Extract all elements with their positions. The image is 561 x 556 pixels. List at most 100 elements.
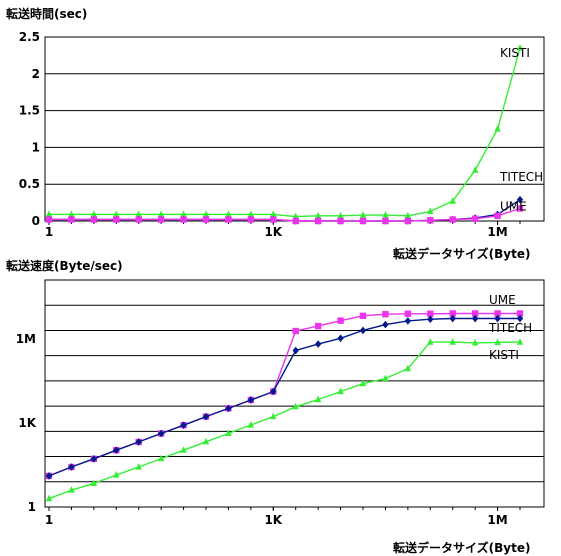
kisti-line [49, 47, 521, 218]
kisti-point [359, 379, 367, 387]
kisti-point [404, 211, 412, 219]
kisti-point [337, 387, 344, 395]
series-4-point [427, 217, 434, 224]
series-4-point [45, 216, 53, 223]
kisti-point [292, 402, 299, 410]
ume-point [494, 310, 501, 317]
kisti-point [337, 211, 344, 219]
series-4-point [270, 216, 277, 223]
series-4-point [225, 216, 232, 223]
kisti-point [359, 211, 367, 218]
kisti-point [494, 125, 501, 132]
titech-point [157, 429, 165, 438]
kisti-point [449, 197, 456, 204]
transfer-time-chart: 転送時間(sec) 0 0.5 1 1.5 2 2.5 1 1K 1M KISTI TITECH… [6, 6, 545, 261]
kisti-point [404, 364, 412, 372]
series-label-ume: UME [489, 293, 516, 307]
titech-point [359, 326, 367, 335]
series-label-kisti: KISTI [500, 46, 530, 60]
time-series-labels: KISTI TITECH UME [499, 46, 543, 213]
ume-point [359, 312, 367, 320]
titech-point [314, 340, 322, 348]
kisti-point [157, 210, 165, 217]
titech-point [247, 396, 255, 404]
titech-point [113, 446, 120, 455]
titech-point [180, 421, 187, 429]
kisti-point [68, 210, 75, 217]
titech-point [292, 346, 299, 355]
kisti-point [202, 437, 210, 445]
kisti-point [427, 207, 434, 215]
kisti-point [494, 338, 501, 346]
titech-point [449, 314, 456, 323]
x-tick-label: 1K [264, 513, 282, 527]
kisti-point [270, 210, 277, 217]
x-tick-label: 1 [45, 513, 53, 527]
series-label-ume: UME [500, 199, 527, 213]
y-tick-label: 0 [32, 214, 40, 228]
kisti-point [113, 210, 120, 217]
time-x-ticks: 1 1K 1M [45, 221, 521, 239]
rate-series-labels: UME TITECH KISTI [488, 293, 532, 362]
titech-point [135, 438, 142, 446]
series-4-series [45, 205, 524, 225]
series-4-point [90, 216, 98, 223]
rate-x-axis-title: 転送データサイズ(Byte) [393, 540, 530, 555]
kisti-point [471, 338, 479, 346]
x-tick-label: 1K [264, 225, 282, 239]
time-gridlines [45, 36, 544, 185]
titech-point [337, 334, 344, 343]
series-4-point [314, 217, 322, 225]
kisti-point [292, 212, 299, 220]
series-4-point [449, 216, 456, 223]
ume-point [427, 310, 434, 317]
titech-point [225, 404, 232, 413]
kisti-point [382, 211, 389, 218]
kisti-point [45, 494, 53, 502]
transfer-rate-chart: 転送速度(Byte/sec) 1 1K 1M 1 1K 1M UME TITECH KIST… [6, 258, 545, 555]
kisti-line [48, 341, 521, 500]
titech-point [90, 455, 98, 463]
series-label-titech: TITECH [488, 321, 532, 335]
x-tick-label: 1 [45, 225, 53, 239]
kisti-point [270, 412, 277, 420]
series-4-point [202, 216, 210, 223]
kisti-point [68, 486, 75, 493]
series-label-kisti: KISTI [489, 348, 519, 362]
y-tick-label: 1 [28, 500, 36, 514]
kisti-point [247, 420, 255, 428]
kisti-point [427, 338, 434, 345]
kisti-point [202, 210, 210, 217]
y-tick-label: 1K [18, 416, 36, 430]
kisti-point [157, 454, 165, 462]
kisti-point [113, 470, 120, 478]
y-tick-label: 1.5 [19, 104, 40, 118]
series-4-point [113, 216, 120, 223]
time-x-axis-title: 転送データサイズ(Byte) [393, 246, 530, 261]
titech-point [382, 320, 389, 329]
kisti-point [247, 210, 255, 217]
series-4-point [471, 215, 479, 222]
kisti-point [516, 44, 524, 51]
series-4-point [135, 216, 142, 223]
kisti-point [382, 374, 389, 382]
titech-series [45, 314, 524, 480]
titech-point [270, 387, 277, 396]
ume-point [516, 310, 524, 317]
kisti-point [314, 211, 322, 219]
ume-point [471, 310, 479, 317]
titech-line [48, 317, 520, 477]
series-4-point [157, 216, 165, 223]
kisti-series [45, 338, 524, 502]
series-4-point [404, 217, 412, 225]
ume-point [449, 310, 456, 317]
series-label-titech: TITECH [499, 170, 543, 184]
kisti-point [90, 210, 98, 217]
kisti-point [180, 210, 187, 217]
time-y-ticks: 0 0.5 1 1.5 2 2.5 [19, 30, 40, 228]
ume-point [404, 310, 412, 317]
y-tick-label: 1M [16, 332, 36, 346]
ume-point [516, 195, 524, 204]
kisti-point [45, 210, 53, 217]
